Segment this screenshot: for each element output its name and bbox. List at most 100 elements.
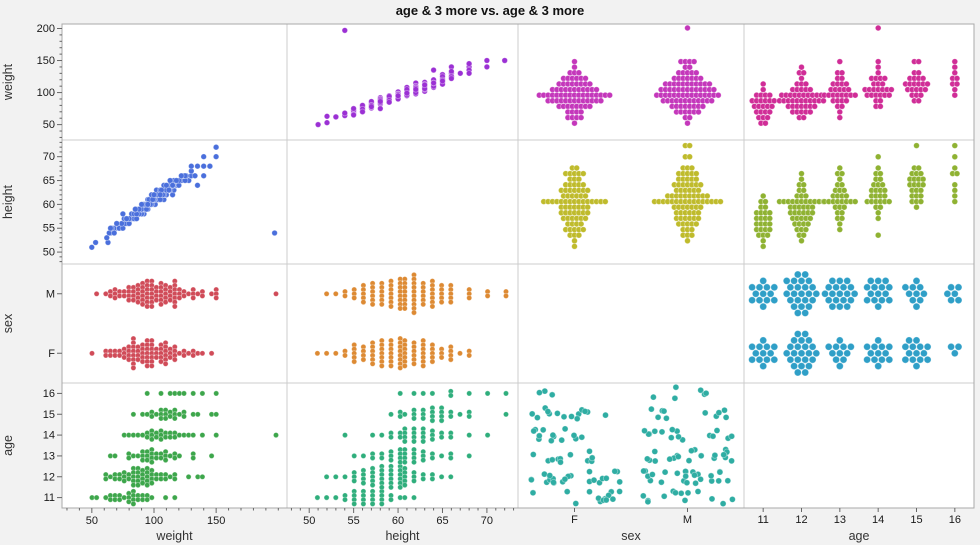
data-point[interactable] — [885, 198, 893, 205]
data-point[interactable] — [144, 457, 151, 464]
data-point[interactable] — [840, 203, 848, 211]
data-point[interactable] — [125, 454, 132, 461]
data-point[interactable] — [912, 336, 921, 345]
data-point[interactable] — [167, 473, 174, 480]
data-point[interactable] — [836, 164, 844, 172]
data-point[interactable] — [420, 457, 427, 464]
data-point[interactable] — [912, 349, 921, 358]
data-point[interactable] — [410, 459, 417, 466]
data-point[interactable] — [715, 409, 723, 417]
data-point[interactable] — [447, 356, 454, 363]
data-point[interactable] — [838, 209, 846, 217]
data-point[interactable] — [208, 452, 215, 459]
data-point[interactable] — [751, 289, 760, 298]
data-point[interactable] — [571, 243, 578, 250]
data-point[interactable] — [850, 289, 859, 298]
data-point[interactable] — [368, 103, 375, 110]
data-point[interactable] — [686, 114, 693, 121]
data-point[interactable] — [878, 283, 886, 292]
data-point[interactable] — [690, 58, 698, 65]
data-point[interactable] — [557, 458, 564, 466]
data-point[interactable] — [759, 302, 768, 311]
data-point[interactable] — [573, 164, 580, 172]
data-point[interactable] — [759, 243, 767, 250]
data-point[interactable] — [709, 432, 717, 440]
data-point[interactable] — [677, 489, 685, 497]
data-point[interactable] — [835, 362, 844, 371]
data-point[interactable] — [671, 394, 679, 402]
data-point[interactable] — [429, 454, 436, 461]
data-point[interactable] — [714, 91, 722, 99]
data-point[interactable] — [866, 276, 875, 285]
data-point[interactable] — [916, 283, 925, 292]
data-point[interactable] — [447, 454, 454, 461]
data-point[interactable] — [167, 452, 174, 459]
data-point[interactable] — [801, 330, 810, 338]
data-point[interactable] — [688, 226, 696, 233]
data-point[interactable] — [157, 301, 164, 308]
data-point[interactable] — [697, 181, 704, 189]
data-point[interactable] — [369, 360, 376, 367]
data-point[interactable] — [828, 289, 837, 298]
data-point[interactable] — [885, 342, 894, 351]
data-point[interactable] — [793, 309, 802, 317]
data-point[interactable] — [877, 97, 884, 105]
data-point[interactable] — [582, 192, 589, 200]
data-point[interactable] — [421, 81, 428, 89]
data-point[interactable] — [107, 473, 114, 480]
data-point[interactable] — [190, 432, 197, 439]
data-point[interactable] — [905, 336, 913, 345]
data-point[interactable] — [644, 498, 652, 506]
data-point[interactable] — [194, 162, 201, 170]
data-point[interactable] — [790, 276, 798, 285]
data-point[interactable] — [377, 98, 384, 105]
data-point[interactable] — [881, 187, 889, 194]
data-point[interactable] — [920, 349, 928, 358]
data-point[interactable] — [180, 352, 187, 359]
data-point[interactable] — [843, 192, 850, 200]
data-point[interactable] — [708, 495, 716, 503]
data-point[interactable] — [167, 413, 174, 420]
data-point[interactable] — [360, 480, 367, 487]
data-point[interactable] — [323, 113, 331, 120]
data-point[interactable] — [915, 164, 922, 172]
data-point[interactable] — [835, 349, 844, 358]
data-point[interactable] — [843, 349, 852, 358]
data-point[interactable] — [843, 80, 850, 88]
data-point[interactable] — [550, 478, 557, 486]
data-point[interactable] — [586, 447, 593, 455]
data-point[interactable] — [943, 289, 952, 298]
data-point[interactable] — [208, 350, 215, 357]
data-point[interactable] — [800, 187, 807, 194]
data-point[interactable] — [881, 276, 890, 285]
data-point[interactable] — [171, 454, 178, 461]
data-point[interactable] — [560, 413, 568, 421]
data-point[interactable] — [180, 390, 187, 397]
data-point[interactable] — [121, 354, 128, 361]
data-point[interactable] — [139, 432, 146, 439]
data-point[interactable] — [528, 476, 535, 484]
data-point[interactable] — [692, 170, 700, 177]
data-point[interactable] — [465, 60, 473, 67]
data-point[interactable] — [874, 153, 882, 161]
data-point[interactable] — [548, 391, 556, 399]
data-point[interactable] — [194, 182, 201, 189]
data-point[interactable] — [171, 303, 178, 310]
data-point[interactable] — [586, 488, 593, 496]
data-point[interactable] — [684, 119, 691, 127]
data-point[interactable] — [213, 294, 220, 301]
data-point[interactable] — [190, 352, 197, 359]
data-point[interactable] — [824, 283, 833, 292]
data-point[interactable] — [912, 302, 921, 311]
data-point[interactable] — [832, 283, 840, 292]
data-point[interactable] — [836, 220, 844, 228]
data-point[interactable] — [571, 63, 578, 71]
data-point[interactable] — [438, 299, 445, 306]
data-point[interactable] — [917, 198, 925, 205]
data-point[interactable] — [801, 368, 810, 377]
data-point[interactable] — [176, 452, 183, 459]
data-point[interactable] — [710, 86, 718, 93]
data-point[interactable] — [812, 349, 821, 358]
data-point[interactable] — [323, 473, 330, 480]
data-point[interactable] — [171, 475, 178, 482]
